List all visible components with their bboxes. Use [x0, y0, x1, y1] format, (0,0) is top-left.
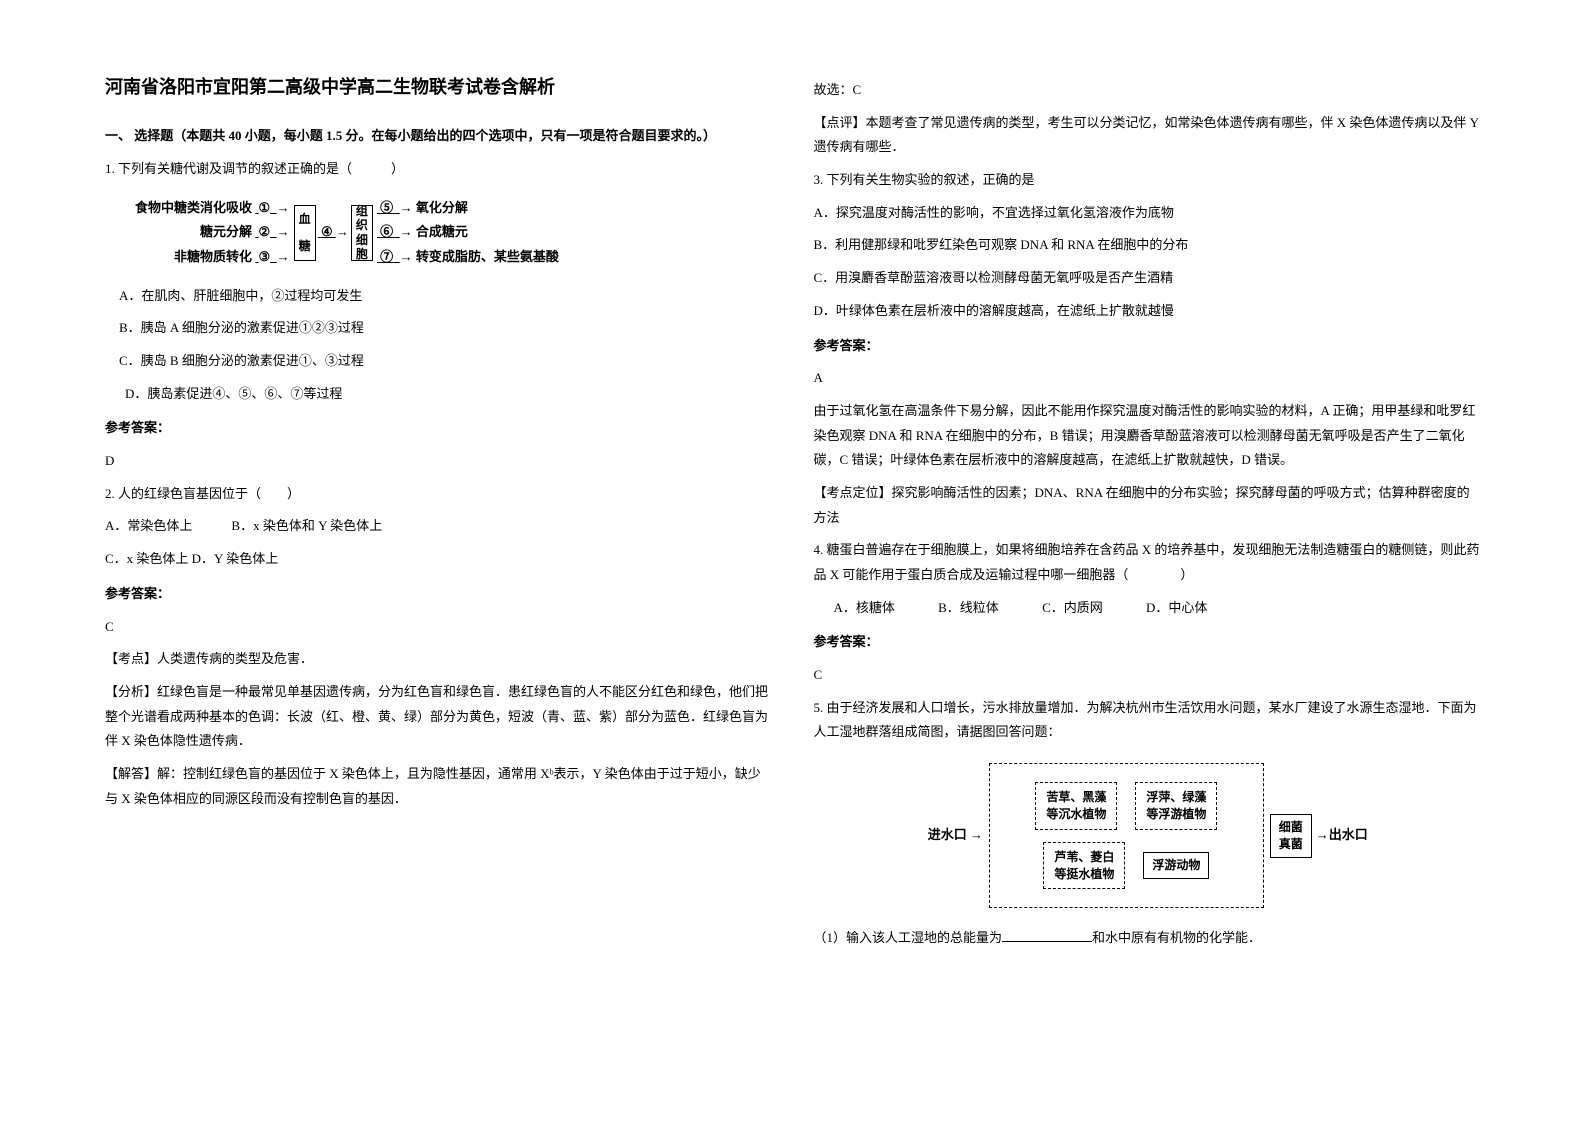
q4-stem: 4. 糖蛋白普遍存在于细胞膜上，如果将细胞培养在含药品 X 的培养基中，发现细胞…	[814, 538, 1483, 587]
q3-note: 【考点定位】探究影响酶活性的因素；DNA、RNA 在细胞中的分布实验；探究酵母菌…	[814, 481, 1483, 530]
q1-box2b: 织	[356, 218, 368, 232]
right-column: 故选：C 【点评】本题考查了常见遗传病的类型，考生可以分类记忆，如常染色体遗传病…	[794, 70, 1503, 1052]
q3-ans-label: 参考答案：	[814, 334, 1483, 359]
q3-optA: A．探究温度对酶活性的影响，不宜选择过氧化氢溶液作为底物	[814, 201, 1483, 226]
q1-l1b: ①	[259, 196, 271, 221]
q1-optA: A．在肌肉、肝脏细胞中，②过程均可发生	[119, 284, 774, 309]
q1-diagram: 食物中糖类消化吸收 ① → 糖元分解 ② → 非糖物质转化 ③ → 血 糖 ④ …	[135, 196, 774, 270]
q2-note4: 故选：C	[814, 78, 1483, 103]
q2-note2: 【分析】红绿色盲是一种最常见单基因遗传病，分为红色盲和绿色盲．患红绿色盲的人不能…	[105, 680, 774, 754]
q1-box1a: 血	[299, 212, 311, 226]
q1-l1a: 食物中糖类消化吸收	[135, 200, 252, 215]
q1-r2b: 合成糖元	[416, 224, 468, 239]
q3-optD: D．叶绿体色素在层析液中的溶解度越高，在滤纸上扩散就越慢	[814, 299, 1483, 324]
q5-box1: 苦草、黑藻等沉水植物	[1035, 782, 1117, 830]
q1-l3b: ③	[259, 245, 271, 270]
q1-r2a: ⑥	[380, 224, 393, 239]
q2-optD: D．Y 染色体上	[192, 551, 279, 566]
q1-box1b: 糖	[299, 239, 311, 253]
q1-box2d: 胞	[356, 247, 368, 261]
q1-optC: C．胰岛 B 细胞分泌的激素促进①、③过程	[119, 349, 774, 374]
q4-optC: C．内质网	[1042, 600, 1103, 615]
q1-box2c: 细	[356, 233, 368, 247]
q3-optC: C．用溴麝香草酚蓝溶液哥以检测酵母菌无氧呼吸是否产生酒精	[814, 266, 1483, 291]
section-1-header: 一、 选择题（本题共 40 小题，每小题 1.5 分。在每小题给出的四个选项中，…	[105, 124, 774, 149]
q2-optC: C．x 染色体上	[105, 551, 188, 566]
q5-in: 进水口 →	[928, 823, 983, 848]
q1-optB: B．胰岛 A 细胞分泌的激素促进①②③过程	[119, 316, 774, 341]
q5-box5: 细菌真菌	[1270, 814, 1312, 858]
q5-sub1: （1）输入该人工湿地的总能量为和水中原有有机物的化学能．	[814, 926, 1483, 951]
q2-stem: 2. 人的红绿色盲基因位于（ ）	[105, 482, 774, 507]
q1-ans: D	[105, 449, 774, 474]
q5-diagram: 进水口 → 苦草、黑藻等沉水植物 浮萍、绿藻等浮游植物 芦苇、菱白等挺水植物 浮…	[928, 763, 1368, 908]
q1-l3a: 非糖物质转化	[174, 249, 252, 264]
q5-box4: 浮游动物	[1143, 852, 1209, 879]
q4-ans-label: 参考答案：	[814, 630, 1483, 655]
q1-r3a: ⑦	[380, 249, 393, 264]
q2-ans-label: 参考答案：	[105, 582, 774, 607]
left-column: 河南省洛阳市宜阳第二高级中学高二生物联考试卷含解析 一、 选择题（本题共 40 …	[85, 70, 794, 1052]
blank-line	[1002, 928, 1092, 942]
q1-l2b: ②	[259, 220, 271, 245]
q1-box2a: 组	[356, 204, 368, 218]
q3-ans: A	[814, 366, 1483, 391]
exam-title: 河南省洛阳市宜阳第二高级中学高二生物联考试卷含解析	[105, 70, 774, 104]
q5-out: →出水口	[1316, 823, 1368, 848]
q1-r1b: 氧化分解	[416, 200, 468, 215]
q3-stem: 3. 下列有关生物实验的叙述，正确的是	[814, 168, 1483, 193]
q5-stem: 5. 由于经济发展和人口增长，污水排放量增加．为解决杭州市生活饮用水问题，某水厂…	[814, 696, 1483, 745]
q1-optD: D．胰岛素促进④、⑤、⑥、⑦等过程	[125, 382, 774, 407]
q2-note1: 【考点】人类遗传病的类型及危害．	[105, 647, 774, 672]
q5-box3: 芦苇、菱白等挺水植物	[1043, 842, 1125, 890]
q2-note5: 【点评】本题考查了常见遗传病的类型，考生可以分类记忆，如常染色体遗传病有哪些，伴…	[814, 111, 1483, 160]
q1-r1a: ⑤	[380, 200, 393, 215]
q2-ans: C	[105, 615, 774, 640]
q5-box2: 浮萍、绿藻等浮游植物	[1135, 782, 1217, 830]
q4-optA: A．核糖体	[834, 600, 895, 615]
q3-optB: B．利用健那绿和吡罗红染色可观察 DNA 和 RNA 在细胞中的分布	[814, 233, 1483, 258]
q1-l2a: 糖元分解	[200, 224, 252, 239]
q4-optB: B．线粒体	[938, 600, 999, 615]
q2-optB: B．x 染色体和 Y 染色体上	[231, 518, 382, 533]
q2-note3: 【解答】解：控制红绿色盲的基因位于 X 染色体上，且为隐性基因，通常用 Xᵇ表示…	[105, 762, 774, 811]
q1-ans-label: 参考答案：	[105, 416, 774, 441]
q4-optD: D．中心体	[1146, 600, 1207, 615]
q1-r3b: 转变成脂肪、某些氨基酸	[416, 249, 559, 264]
q2-optA: A．常染色体上	[105, 518, 192, 533]
q3-expl: 由于过氧化氢在高温条件下易分解，因此不能用作探究温度对酶活性的影响实验的材料，A…	[814, 399, 1483, 473]
q4-options: A．核糖体 B．线粒体 C．内质网 D．中心体	[834, 596, 1483, 621]
q4-ans: C	[814, 663, 1483, 688]
q1-mid: ④	[321, 224, 333, 239]
q1-stem: 1. 下列有关糖代谢及调节的叙述正确的是（ ）	[105, 157, 774, 182]
